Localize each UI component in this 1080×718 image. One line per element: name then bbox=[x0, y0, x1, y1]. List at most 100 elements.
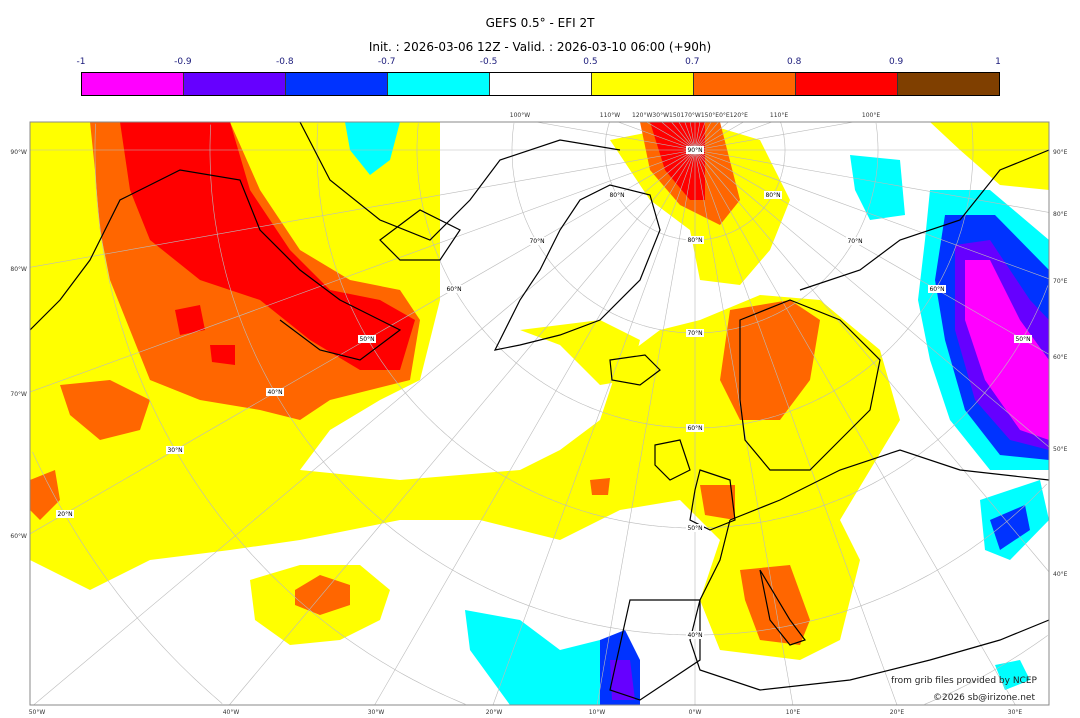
latitude-circle bbox=[94, 123, 1048, 705]
latitude-label: 50°N bbox=[687, 525, 702, 532]
map-subtitle: Init. : 2026-03-06 12Z - Valid. : 2026-0… bbox=[368, 40, 712, 54]
top-axis-label: 120°W30°W150170°W150°E0°E120°E bbox=[632, 112, 748, 119]
latitude-circle bbox=[209, 124, 1048, 636]
latitude-label: 90°N bbox=[687, 147, 702, 154]
top-axis-label: 110°W bbox=[600, 112, 620, 119]
colorbar-tick-label: -0.7 bbox=[377, 57, 396, 67]
colorbar-segment bbox=[184, 73, 286, 95]
latitude-label-background bbox=[445, 285, 463, 293]
colorbar bbox=[81, 72, 1000, 96]
colorbar-segment bbox=[388, 73, 490, 95]
latitude-label: 80°N bbox=[687, 237, 702, 244]
colorbar-tick-label: 0.5 bbox=[583, 57, 598, 67]
efi-cold-regions bbox=[345, 122, 1049, 705]
latitude-label-background bbox=[764, 191, 782, 199]
right-axis-label: 60°E bbox=[1053, 354, 1068, 361]
colorbar-tick-label: 0.7 bbox=[685, 57, 700, 67]
latitude-label: 60°N bbox=[687, 425, 702, 432]
bottom-axis-label: 10°E bbox=[786, 709, 801, 716]
latitude-label: 60°N bbox=[929, 286, 944, 293]
latitude-label-background bbox=[266, 388, 284, 396]
colorbar-segment bbox=[694, 73, 796, 95]
colorbar-tick-label: 0.8 bbox=[787, 57, 802, 67]
latitude-circle bbox=[316, 123, 1049, 529]
meridian-line bbox=[661, 122, 696, 151]
map-title: GEFS 0.5° - EFI 2T bbox=[485, 16, 595, 30]
latitude-label: 80°N bbox=[765, 192, 780, 199]
meridian-line bbox=[492, 149, 696, 705]
meridian-line bbox=[694, 149, 898, 705]
latitude-label-background bbox=[166, 446, 184, 454]
colorbar-segment bbox=[796, 73, 898, 95]
meridian-line bbox=[33, 149, 696, 705]
right-axis-label: 70°E bbox=[1053, 278, 1068, 285]
latitude-label-background bbox=[56, 510, 74, 518]
meridian-line bbox=[694, 122, 712, 151]
latitude-label-background bbox=[686, 631, 704, 639]
top-axis-label: 110°E bbox=[770, 112, 788, 119]
left-axis-label: 70°W bbox=[10, 391, 27, 398]
meridian-line bbox=[684, 122, 696, 151]
meridian-line bbox=[694, 122, 701, 151]
bottom-axis-label: 20°E bbox=[890, 709, 905, 716]
bottom-axis-label: 30°W bbox=[368, 709, 385, 716]
colorbar-segment bbox=[490, 73, 592, 95]
meridian-line bbox=[689, 122, 696, 151]
meridian-line bbox=[596, 149, 696, 705]
latitude-label: 70°N bbox=[529, 238, 544, 245]
meridian-line bbox=[694, 149, 1049, 573]
meridian-line bbox=[30, 149, 696, 393]
bottom-axis-label: 40°W bbox=[223, 709, 240, 716]
latitude-label-background bbox=[358, 335, 376, 343]
latitude-circle bbox=[511, 122, 879, 334]
colorbar-segment bbox=[898, 73, 999, 95]
latitude-label: 40°N bbox=[687, 632, 702, 639]
meridian-line bbox=[694, 122, 773, 151]
bottom-axis-label: 10°W bbox=[589, 709, 606, 716]
latitude-label-background bbox=[686, 146, 704, 154]
colorbar-segment bbox=[82, 73, 184, 95]
meridian-line bbox=[694, 122, 729, 151]
latitude-label: 70°N bbox=[847, 238, 862, 245]
meridian-line bbox=[694, 149, 1049, 355]
latitude-label-background bbox=[846, 237, 864, 245]
colorbar-tick-label: -0.5 bbox=[479, 57, 498, 67]
latitude-label-background bbox=[686, 424, 704, 432]
right-axis-label: 90°E bbox=[1053, 149, 1068, 156]
meridian-line bbox=[671, 122, 696, 151]
latitude-label: 80°N bbox=[609, 192, 624, 199]
meridian-line bbox=[646, 122, 696, 151]
top-axis-label: 100°E bbox=[862, 112, 880, 119]
right-axis-label: 80°E bbox=[1053, 211, 1068, 218]
right-axis-label: 40°E bbox=[1053, 571, 1068, 578]
latitude-label-background bbox=[686, 524, 704, 532]
source-credit: from grib files provided by NCEP bbox=[891, 676, 1037, 686]
latitude-label-background bbox=[528, 237, 546, 245]
colorbar-tick-label: -0.8 bbox=[275, 57, 294, 67]
colorbar-tick-label: -1 bbox=[76, 57, 86, 67]
latitude-label: 40°N bbox=[267, 389, 282, 396]
latitude-label-background bbox=[686, 329, 704, 337]
efi-red-regions bbox=[120, 122, 705, 370]
meridian-line bbox=[694, 122, 854, 151]
meridian-line bbox=[694, 149, 1049, 280]
copyright-credit: ©2026 sb@irizone.net bbox=[933, 693, 1035, 703]
bottom-axis-label: 30°E bbox=[1008, 709, 1023, 716]
latitude-label-background bbox=[1014, 335, 1032, 343]
colorbar-segment bbox=[592, 73, 694, 95]
graticule bbox=[30, 122, 1049, 705]
meridian-line bbox=[694, 122, 744, 151]
latitude-circle bbox=[32, 451, 223, 704]
right-axis-label: 50°E bbox=[1053, 446, 1068, 453]
meridian-line bbox=[229, 149, 696, 705]
latitude-label-background bbox=[686, 236, 704, 244]
left-axis-label: 80°W bbox=[10, 266, 27, 273]
meridian-line bbox=[694, 122, 706, 151]
meridian-line bbox=[374, 149, 696, 705]
latitude-label: 20°N bbox=[57, 511, 72, 518]
coastlines bbox=[30, 122, 1049, 701]
left-axis-label: 60°W bbox=[10, 533, 27, 540]
latitude-label: 60°N bbox=[446, 286, 461, 293]
latitude-label: 50°N bbox=[359, 336, 374, 343]
meridian-line bbox=[617, 122, 696, 151]
